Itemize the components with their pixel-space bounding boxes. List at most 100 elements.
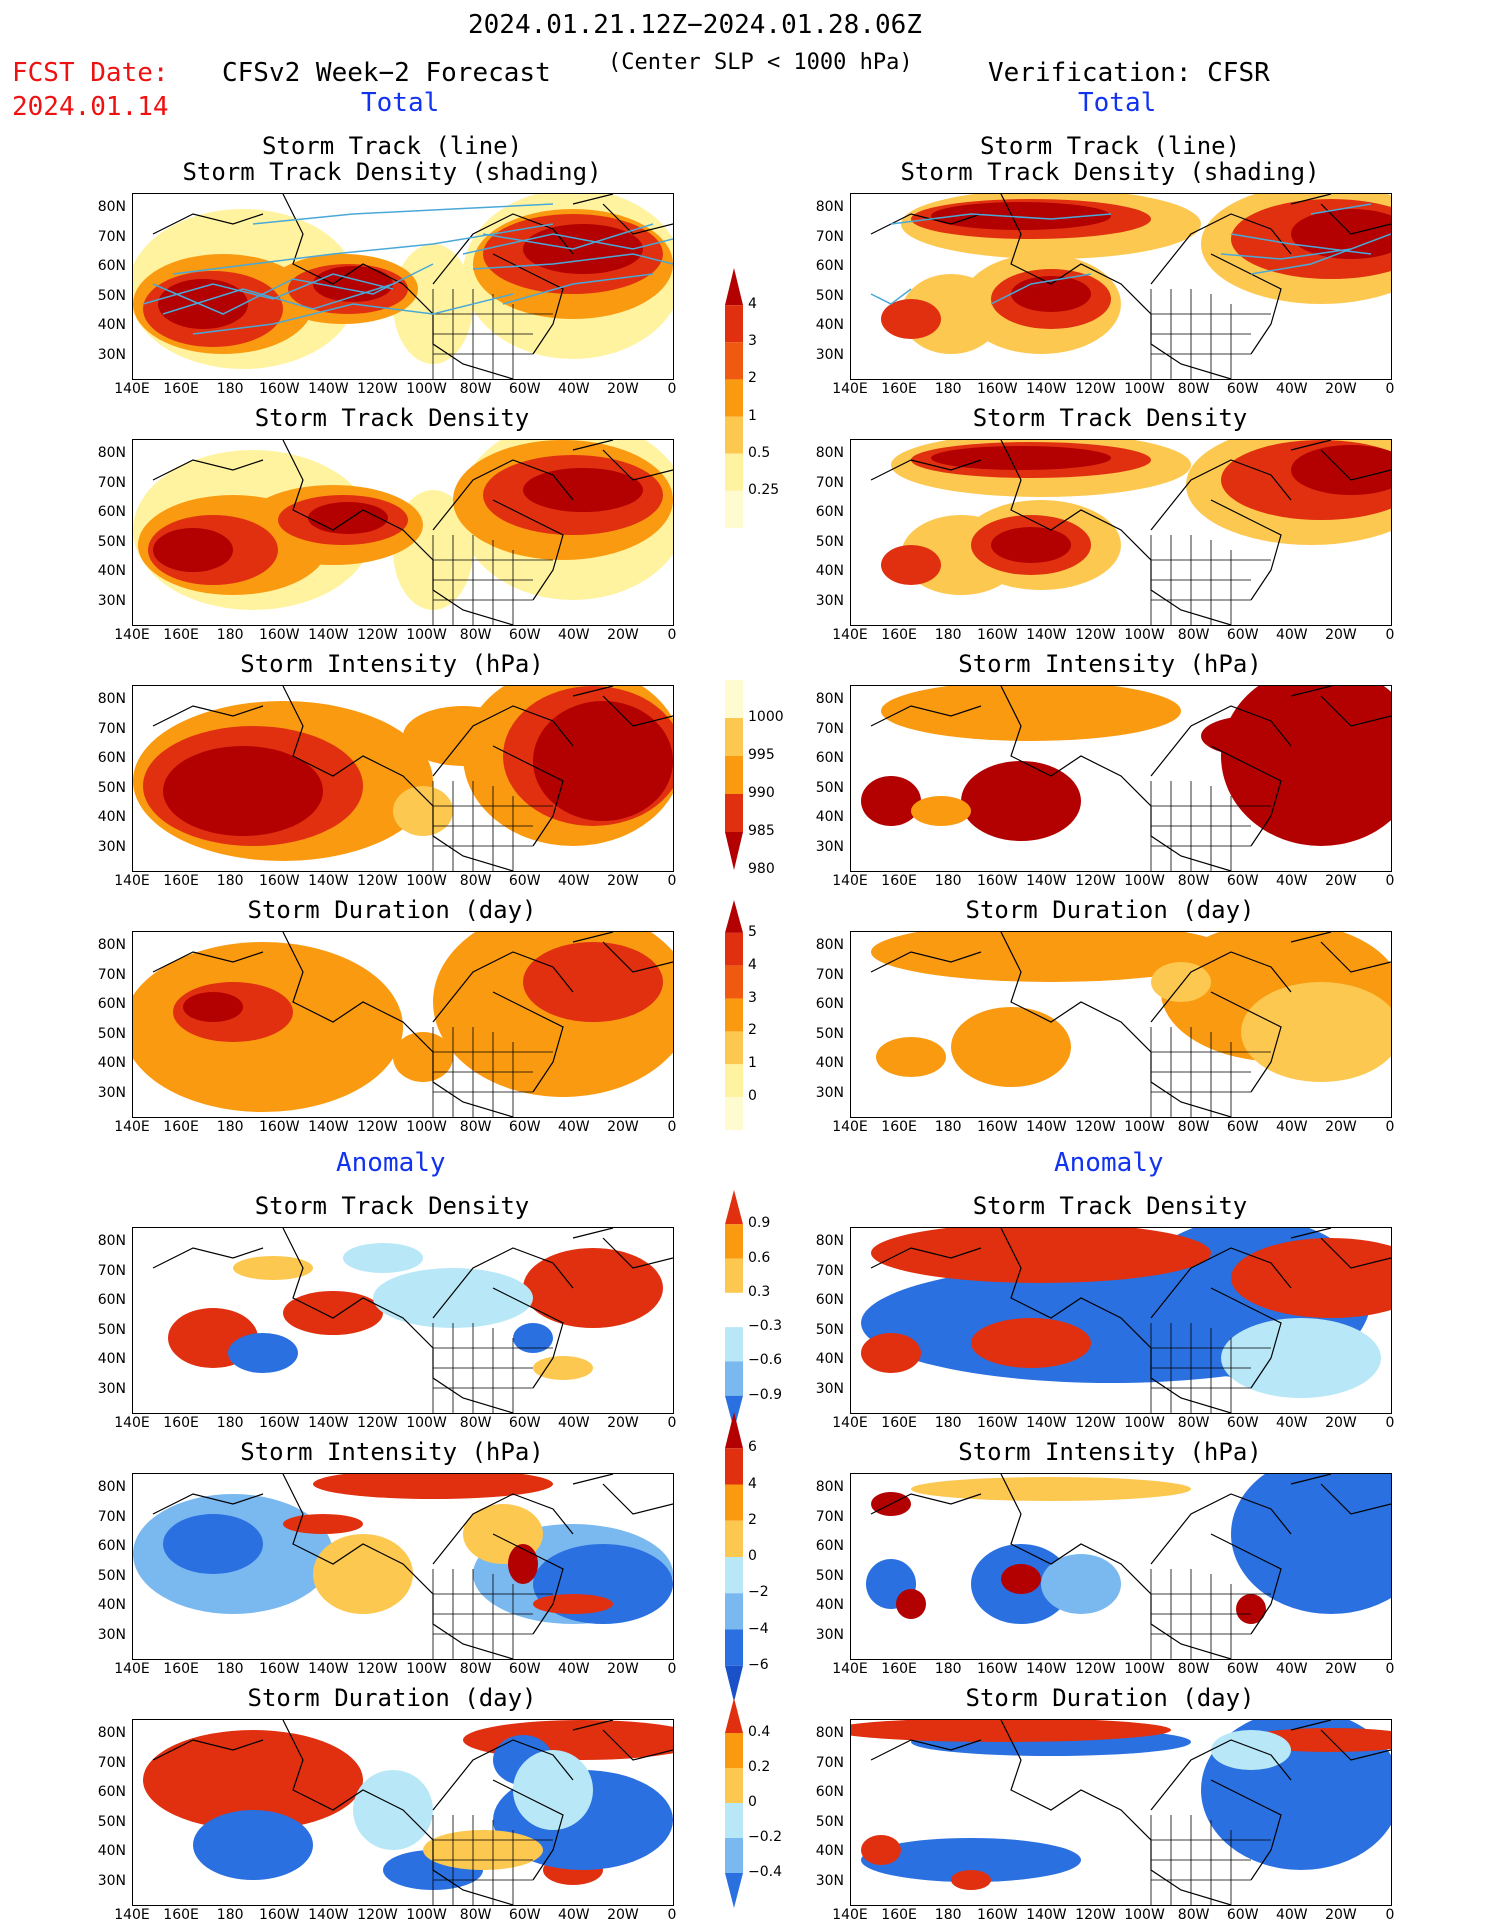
lon-label: 140E	[114, 873, 150, 889]
lat-label: 50N	[97, 1321, 126, 1338]
lon-label: 60W	[1226, 873, 1259, 889]
lat-label: 60N	[815, 1784, 844, 1800]
lon-label: 40W	[1275, 1119, 1308, 1135]
colorbar-segment	[725, 1448, 743, 1485]
lat-label: 30N	[97, 838, 126, 855]
colorbar-tick-label: 1	[748, 407, 757, 424]
lat-label: 50N	[815, 287, 844, 304]
lon-label: 140E	[832, 627, 868, 643]
storm-track-line	[1220, 248, 1352, 260]
lon-label: 120W	[1075, 1415, 1116, 1431]
colorbar-arrow	[725, 1698, 743, 1733]
panel-title-intensity-anom-right: Storm Intensity (hPa)	[958, 1438, 1262, 1466]
lon-label: 120W	[1075, 1907, 1116, 1923]
lat-label: 50N	[97, 287, 126, 304]
state-borders	[432, 1815, 553, 1905]
shading-blob	[393, 786, 453, 836]
shading-blob	[523, 468, 643, 512]
colorbar-segment	[725, 305, 743, 343]
lon-label: 140E	[114, 1661, 150, 1677]
lon-label: 100W	[406, 1661, 447, 1677]
lon-label: 20W	[607, 1119, 639, 1135]
lat-label: 60N	[97, 504, 126, 520]
shading-blob	[871, 1228, 1211, 1283]
lon-label: 140W	[1026, 873, 1067, 889]
storm-track-line	[1310, 203, 1372, 215]
shading-blob	[881, 299, 941, 339]
lon-label: 60W	[508, 1907, 541, 1923]
map-shading	[133, 686, 673, 871]
forecast-title: CFSv2 Week−2 Forecast	[222, 58, 551, 88]
map-shading	[143, 1720, 673, 1905]
lon-label: 80W	[1177, 381, 1210, 397]
shading-blob	[228, 1333, 298, 1373]
lon-label: 100W	[406, 1119, 447, 1135]
map-panel-forecast-1	[132, 193, 674, 380]
colorbar-segment	[725, 756, 743, 794]
shading-blob	[533, 1356, 593, 1380]
lon-label: 120W	[1075, 627, 1116, 643]
lon-label: 60W	[508, 381, 541, 397]
lon-label: 20W	[607, 1415, 639, 1431]
panel-title-intensity-left: Storm Intensity (hPa)	[240, 650, 544, 678]
lat-label: 70N	[97, 474, 126, 491]
lon-label: 20W	[607, 1907, 639, 1923]
lat-label: 70N	[97, 1262, 126, 1279]
lon-label: 160E	[881, 873, 917, 889]
shading-blob	[1201, 716, 1301, 756]
map-shading	[851, 1720, 1391, 1905]
lon-label: 80W	[1177, 873, 1210, 889]
lon-label: 120W	[357, 627, 398, 643]
lon-label: 40W	[557, 1119, 590, 1135]
lon-label: 80W	[459, 381, 492, 397]
lon-label: 160W	[976, 1661, 1018, 1677]
lat-label: 60N	[97, 750, 126, 766]
lon-label: 40W	[1275, 1907, 1308, 1923]
colorbar-segment	[725, 1292, 743, 1328]
lat-label: 80N	[815, 445, 844, 461]
colorbar-tick-label: 3	[748, 333, 757, 350]
shading-blob	[233, 1256, 313, 1280]
lat-label: 80N	[97, 199, 126, 215]
lon-label: 160E	[881, 627, 917, 643]
lat-label: 80N	[815, 937, 844, 953]
shading-blob	[951, 1870, 991, 1890]
shading-blob	[951, 1007, 1071, 1087]
lon-label: 80W	[459, 873, 492, 889]
lon-label: 20W	[1325, 1415, 1357, 1431]
colorbar-density	[724, 268, 744, 532]
shading-blob	[961, 761, 1081, 841]
lon-label: 40W	[557, 627, 590, 643]
colorbar-tick-label: 2	[748, 1511, 757, 1528]
shading-blob	[861, 1835, 901, 1865]
colorbar-tick-label: −2	[748, 1584, 769, 1601]
map-panel-forecast-5	[132, 1227, 674, 1414]
lat-label: 40N	[97, 563, 126, 579]
lon-label: 40W	[557, 1661, 590, 1677]
panel-title-density-left: Storm Track Density	[254, 404, 530, 432]
storm-track-line	[1250, 233, 1391, 275]
coastline	[152, 1228, 673, 1413]
lon-label: 140E	[832, 1415, 868, 1431]
shading-blob	[508, 1544, 538, 1584]
colorbar-arrow	[725, 1412, 743, 1449]
lon-label: 140W	[1026, 381, 1067, 397]
lat-label: 50N	[97, 1813, 126, 1830]
shading-blob	[163, 1514, 263, 1574]
colorbar-tick-label: 4	[748, 296, 757, 313]
state-borders	[432, 1323, 553, 1413]
state-borders	[432, 1569, 553, 1659]
lon-label: 80W	[459, 1661, 492, 1677]
shading-blob	[1151, 962, 1211, 1002]
lat-label: 40N	[815, 1055, 844, 1071]
colorbar-segment	[725, 1361, 743, 1396]
map-shading	[870, 194, 1391, 379]
shading-blob	[1221, 686, 1391, 846]
lat-label: 80N	[97, 937, 126, 953]
lon-label: 160E	[163, 1119, 199, 1135]
lon-label: 60W	[508, 627, 541, 643]
lon-label: 20W	[607, 381, 639, 397]
lon-label: 80W	[1177, 1661, 1210, 1677]
fcst-label: FCST Date:	[12, 58, 169, 88]
panel-title-density-right: Storm Track Density	[972, 404, 1248, 432]
